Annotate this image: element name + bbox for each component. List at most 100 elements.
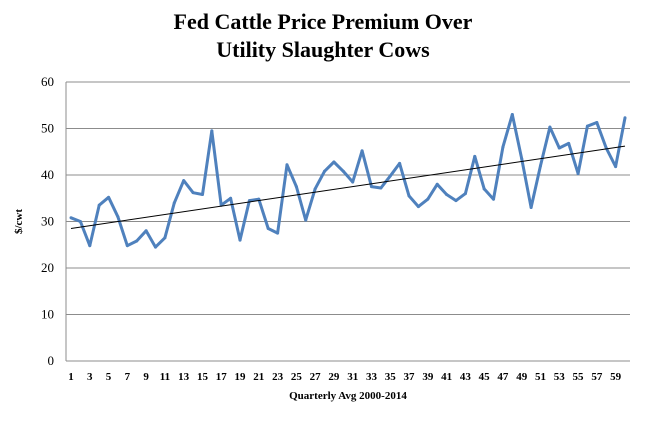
x-tick-label: 45 bbox=[479, 371, 491, 383]
data-point bbox=[557, 146, 561, 150]
data-point bbox=[482, 187, 486, 191]
x-tick-label: 5 bbox=[106, 371, 112, 383]
x-tick-label: 27 bbox=[310, 371, 322, 383]
trend-line bbox=[70, 145, 626, 229]
data-point bbox=[369, 185, 373, 189]
x-tick-label: 3 bbox=[87, 371, 93, 383]
y-axis-label: $/cwt bbox=[13, 209, 25, 234]
x-tick-label: 53 bbox=[554, 371, 566, 383]
data-point bbox=[266, 226, 270, 230]
data-point bbox=[294, 185, 298, 189]
y-tick-label: 50 bbox=[41, 121, 54, 136]
data-point bbox=[304, 218, 308, 222]
x-tick-label: 55 bbox=[573, 371, 585, 383]
data-point bbox=[97, 203, 101, 207]
x-tick-label: 11 bbox=[160, 371, 170, 383]
data-point bbox=[257, 197, 261, 201]
y-tick-label: 30 bbox=[41, 214, 54, 229]
y-tick-label: 60 bbox=[41, 74, 54, 89]
data-point bbox=[538, 164, 542, 168]
x-tick-label: 41 bbox=[441, 371, 452, 383]
data-point bbox=[567, 141, 571, 145]
x-tick-label: 39 bbox=[422, 371, 434, 383]
data-point bbox=[576, 172, 580, 176]
data-point bbox=[351, 180, 355, 184]
x-tick-label: 57 bbox=[591, 371, 603, 383]
data-point bbox=[435, 182, 439, 186]
x-tick-label: 25 bbox=[291, 371, 303, 383]
x-tick-label: 33 bbox=[366, 371, 378, 383]
data-point bbox=[360, 149, 364, 153]
y-tick-label: 0 bbox=[48, 353, 55, 368]
data-point bbox=[445, 193, 449, 197]
x-tick-label: 1 bbox=[68, 371, 74, 383]
data-point bbox=[172, 201, 176, 205]
data-point bbox=[163, 236, 167, 240]
data-point bbox=[116, 215, 120, 219]
data-point bbox=[492, 197, 496, 201]
data-point bbox=[191, 191, 195, 195]
x-tick-label: 37 bbox=[404, 371, 416, 383]
data-point bbox=[313, 187, 317, 191]
x-tick-label: 15 bbox=[197, 371, 209, 383]
data-point bbox=[520, 157, 524, 161]
data-point bbox=[107, 195, 111, 199]
series-line bbox=[70, 113, 627, 249]
data-point bbox=[510, 113, 514, 117]
x-tick-label: 21 bbox=[253, 371, 264, 383]
x-tick-label: 49 bbox=[516, 371, 528, 383]
data-point bbox=[463, 192, 467, 196]
x-axis-label: Quarterly Avg 2000-2014 bbox=[289, 390, 407, 402]
x-tick-label: 35 bbox=[385, 371, 397, 383]
data-point bbox=[276, 231, 280, 235]
data-point bbox=[473, 154, 477, 158]
y-tick-label: 40 bbox=[41, 167, 54, 182]
data-point bbox=[125, 244, 129, 248]
data-point bbox=[426, 197, 430, 201]
data-point bbox=[614, 165, 618, 169]
data-point bbox=[69, 216, 73, 220]
y-tick-label: 10 bbox=[41, 307, 54, 322]
data-point bbox=[144, 229, 148, 233]
data-point bbox=[529, 206, 533, 210]
data-point bbox=[623, 116, 627, 120]
x-tick-label: 23 bbox=[272, 371, 284, 383]
y-tick-label: 20 bbox=[41, 260, 54, 275]
data-point bbox=[585, 124, 589, 128]
data-point bbox=[548, 125, 552, 129]
data-point bbox=[285, 163, 289, 167]
x-tick-label: 31 bbox=[347, 371, 358, 383]
data-point bbox=[88, 244, 92, 248]
data-point bbox=[200, 193, 204, 197]
x-tick-label: 9 bbox=[143, 371, 149, 383]
x-tick-label: 17 bbox=[216, 371, 228, 383]
data-point bbox=[323, 169, 327, 173]
x-tick-label: 7 bbox=[125, 371, 131, 383]
x-tick-label: 59 bbox=[610, 371, 622, 383]
data-point bbox=[501, 145, 505, 149]
x-tick-label: 51 bbox=[535, 371, 546, 383]
data-point bbox=[182, 179, 186, 183]
x-tick-label: 13 bbox=[178, 371, 190, 383]
data-point bbox=[454, 199, 458, 203]
data-point bbox=[388, 174, 392, 178]
data-point bbox=[341, 169, 345, 173]
data-point bbox=[416, 205, 420, 209]
data-point bbox=[407, 194, 411, 198]
data-point bbox=[135, 239, 139, 243]
data-point bbox=[332, 160, 336, 164]
data-point bbox=[238, 238, 242, 242]
data-point bbox=[247, 199, 251, 203]
data-point bbox=[379, 186, 383, 190]
data-point bbox=[210, 129, 214, 133]
data-point bbox=[398, 161, 402, 165]
x-tick-label: 19 bbox=[235, 371, 247, 383]
data-point bbox=[78, 220, 82, 223]
data-point bbox=[229, 196, 233, 200]
x-tick-label: 43 bbox=[460, 371, 472, 383]
x-tick-label: 29 bbox=[328, 371, 340, 383]
chart-title: Fed Cattle Price Premium Over Utility Sl… bbox=[173, 9, 473, 62]
data-point bbox=[595, 120, 599, 124]
